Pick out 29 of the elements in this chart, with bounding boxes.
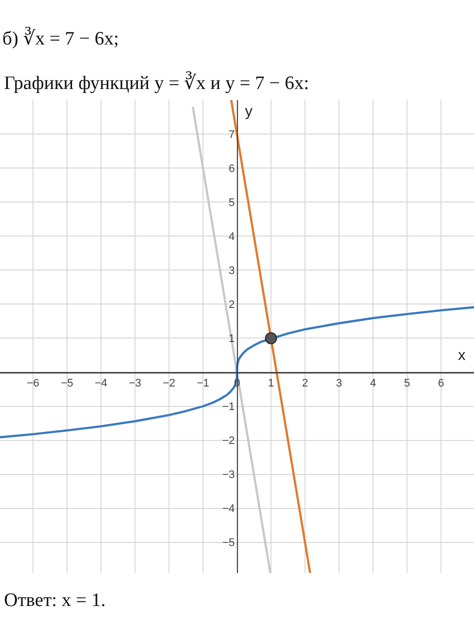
x-tick-label: 5 [404,378,410,390]
x-tick-label: 3 [336,378,342,390]
y-tick-label: −5 [222,537,235,550]
y-axis-title: y [245,103,253,120]
x-tick-label: 2 [302,378,308,390]
x-tick-label: 1 [268,378,274,390]
chart-title: б) ∛x = 7 − 6x; [2,26,119,50]
x-tick-label: −1 [196,378,210,390]
y-tick-label: 2 [228,299,235,312]
y-tick-label: 1 [228,333,235,346]
x-tick-label: −6 [26,378,40,390]
y-tick-label: 6 [228,162,235,175]
x-tick-label: 6 [438,378,444,390]
y-tick-label: −3 [222,469,235,482]
x-tick-label: −3 [128,378,142,390]
x-tick-label: −5 [60,378,74,390]
text: Ответ: x = 1. [4,590,106,611]
x-tick-label: −4 [94,378,108,390]
y-tick-label: −1 [222,401,235,414]
y-tick-label: −4 [222,503,235,516]
y-tick-label: 5 [228,196,235,209]
y-tick-label: 7 [228,128,235,141]
x-axis-title: x [458,347,466,364]
y-tick-label: −2 [222,435,235,448]
y-tick-label: 3 [228,264,235,277]
y-tick-label: 4 [228,230,235,243]
x-tick-label: 4 [370,378,376,390]
x-tick-label: −2 [162,378,176,390]
chart-subtitle: Графики функций y = ∛x и y = 7 − 6x: [4,71,310,94]
